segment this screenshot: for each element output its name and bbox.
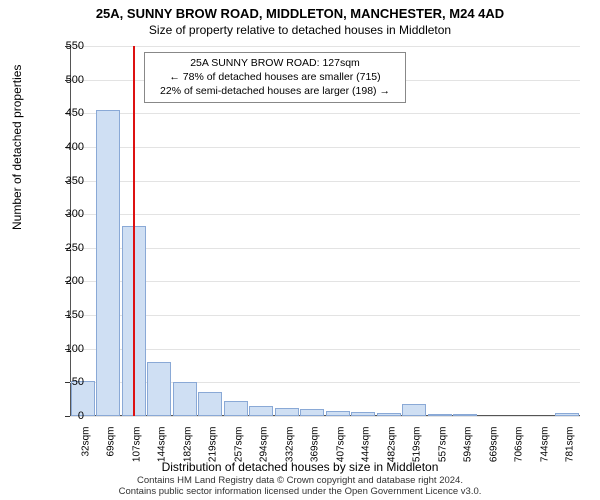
gridline (70, 147, 580, 148)
x-tick-label: 444sqm (361, 427, 372, 477)
y-tick-label: 100 (44, 343, 84, 355)
histogram-bar (300, 409, 324, 416)
y-tick-label: 400 (44, 141, 84, 153)
histogram-bar (249, 406, 273, 416)
y-tick-label: 50 (44, 376, 84, 388)
info-line3: 22% of semi-detached houses are larger (… (151, 84, 399, 98)
info-box: 25A SUNNY BROW ROAD: 127sqm← 78% of deta… (144, 52, 406, 103)
info-line2: ← 78% of detached houses are smaller (71… (151, 70, 399, 84)
histogram-bar (402, 404, 426, 416)
chart-container: 25A, SUNNY BROW ROAD, MIDDLETON, MANCHES… (0, 0, 600, 500)
histogram-bar (147, 362, 171, 416)
histogram-bar (96, 110, 120, 416)
y-tick-label: 550 (44, 40, 84, 52)
x-tick-label: 219sqm (208, 427, 219, 477)
footer-line2: Contains public sector information licen… (0, 486, 600, 497)
x-tick-label: 32sqm (80, 427, 91, 477)
y-axis-label: Number of detached properties (10, 65, 24, 230)
gridline (70, 113, 580, 114)
y-tick-label: 500 (44, 74, 84, 86)
histogram-bar (555, 413, 579, 416)
y-axis-line (70, 46, 71, 416)
x-tick-label: 519sqm (412, 427, 423, 477)
x-tick-label: 407sqm (335, 427, 346, 477)
gridline (70, 214, 580, 215)
footer-attribution: Contains HM Land Registry data © Crown c… (0, 475, 600, 497)
x-tick-label: 594sqm (463, 427, 474, 477)
x-tick-label: 107sqm (131, 427, 142, 477)
histogram-bar (198, 392, 222, 416)
y-tick-label: 200 (44, 275, 84, 287)
y-tick-label: 350 (44, 175, 84, 187)
y-tick-label: 450 (44, 107, 84, 119)
x-tick-label: 69sqm (106, 427, 117, 477)
plot-area: 25A SUNNY BROW ROAD: 127sqm← 78% of deta… (70, 46, 580, 416)
y-tick-label: 300 (44, 208, 84, 220)
gridline (70, 248, 580, 249)
x-tick-label: 332sqm (284, 427, 295, 477)
gridline (70, 46, 580, 47)
title-address: 25A, SUNNY BROW ROAD, MIDDLETON, MANCHES… (0, 0, 600, 21)
gridline (70, 281, 580, 282)
info-line1: 25A SUNNY BROW ROAD: 127sqm (151, 56, 399, 70)
y-tick-label: 0 (44, 410, 84, 422)
footer-line1: Contains HM Land Registry data © Crown c… (0, 475, 600, 486)
title-subtitle: Size of property relative to detached ho… (0, 21, 600, 37)
histogram-bar (377, 413, 401, 416)
gridline (70, 181, 580, 182)
histogram-bar (428, 414, 452, 416)
gridline (70, 315, 580, 316)
histogram-bar (326, 411, 350, 416)
gridline (70, 416, 580, 417)
x-tick-label: 781sqm (565, 427, 576, 477)
y-tick-label: 250 (44, 242, 84, 254)
x-tick-label: 182sqm (182, 427, 193, 477)
y-tick-label: 150 (44, 309, 84, 321)
x-tick-label: 144sqm (157, 427, 168, 477)
histogram-bar (173, 382, 197, 416)
x-tick-label: 706sqm (514, 427, 525, 477)
histogram-bar (275, 408, 299, 416)
histogram-bar (351, 412, 375, 416)
marker-line (133, 46, 135, 416)
x-tick-label: 744sqm (539, 427, 550, 477)
x-tick-label: 669sqm (488, 427, 499, 477)
gridline (70, 349, 580, 350)
histogram-bar (453, 414, 477, 416)
x-tick-label: 294sqm (259, 427, 270, 477)
x-tick-label: 482sqm (386, 427, 397, 477)
x-tick-label: 557sqm (437, 427, 448, 477)
x-tick-label: 369sqm (310, 427, 321, 477)
x-tick-label: 257sqm (233, 427, 244, 477)
histogram-bar (224, 401, 248, 416)
